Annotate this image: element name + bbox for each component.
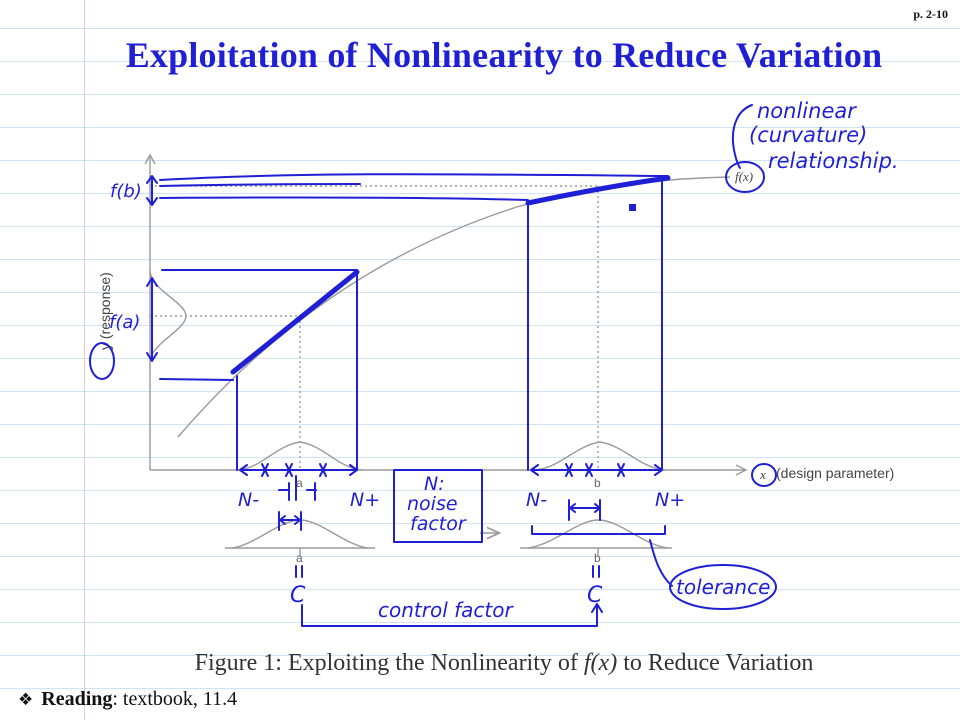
control-factor-label: control factor [378, 598, 514, 622]
tolerance-label: tolerance [676, 575, 770, 599]
slope-segment-b [525, 175, 671, 206]
factor-label: factor [410, 513, 467, 535]
tolerance-pointer [649, 539, 673, 587]
noise-range-arrow-a [239, 463, 358, 477]
y-axis-arrowhead [144, 153, 156, 165]
n-minus-label-b: N- [526, 489, 547, 511]
noise-range-arrow-b [530, 463, 663, 477]
relationship-label: relationship. [768, 149, 899, 173]
noise-label: noise [407, 493, 458, 515]
reading-note: ❖ Reading: textbook, 11.4 [18, 688, 237, 711]
tolerance-width-a [278, 511, 302, 531]
lower-distribution-b [527, 519, 669, 549]
input-distribution-b [534, 441, 666, 471]
n-plus-label-a: N+ [350, 489, 380, 511]
fb-band-mid [159, 183, 361, 187]
n-minus-label-a: N- [238, 489, 259, 511]
curve-label-circle [725, 161, 765, 193]
tolerance-width-b [568, 499, 601, 521]
point-b-label: b [594, 476, 601, 490]
diamond-bullet-icon: ❖ [18, 690, 34, 710]
slope-segment-a [230, 269, 360, 375]
x-axis-symbol: x [759, 467, 766, 482]
c-label-a: C [290, 583, 306, 608]
tolerance-circle [669, 564, 777, 610]
c-label-b: C [587, 583, 603, 608]
reading-label: Reading [41, 688, 113, 710]
point-a-label: a [296, 476, 303, 490]
x-axis-symbol-circle [751, 463, 777, 487]
pen-dot [629, 204, 636, 211]
lower-point-b-label: b [594, 551, 601, 565]
control-factor-bracket [301, 603, 603, 627]
fa-range-arrow [146, 277, 158, 362]
x-axis-arrowhead [735, 464, 748, 476]
tolerance-marker-a [278, 475, 317, 501]
margin-line [84, 0, 85, 720]
input-distribution-a [237, 441, 363, 471]
fa-label: f(a) [109, 312, 140, 333]
noise-n-label: N: [424, 473, 445, 495]
n-plus-label-b: N+ [655, 489, 685, 511]
handwritten-labels: nonlinear (curvature) relationship. f(b)… [109, 99, 899, 622]
fb-band-top [159, 173, 669, 181]
nonlinear-label: nonlinear [757, 99, 857, 123]
fa-range-bottom-line [159, 378, 234, 381]
c-equals-b [592, 565, 600, 578]
noise-factor-box [393, 469, 483, 543]
page-number: p. 2-10 [913, 7, 948, 21]
lower-point-a-label: a [296, 551, 303, 565]
curve-label: f(x) [735, 169, 753, 184]
curvature-label: (curvature) [749, 123, 867, 147]
x-axis-label: (design parameter) [776, 465, 894, 481]
fb-label: f(b) [110, 181, 142, 202]
slide-title: Exploitation of Nonlinearity to Reduce V… [125, 35, 883, 75]
nonlinear-bracket [731, 104, 753, 169]
response-curve [177, 176, 731, 438]
caption-suffix: to Reduce Variation [617, 650, 814, 676]
caption-math: f(x) [583, 650, 618, 676]
caption-prefix: Figure 1: Exploiting the Nonlinearity of [194, 650, 584, 676]
y-axis-symbol-circle [89, 342, 115, 380]
y-axis-label: y (response) [97, 272, 113, 350]
fb-band-bottom [159, 196, 529, 201]
tolerance-bracket [531, 525, 666, 535]
fb-range-arrow [146, 175, 158, 206]
figure-caption: Figure 1: Exploiting the Nonlinearity of… [0, 650, 960, 677]
handwritten-annotations [89, 104, 777, 627]
c-equals-a [295, 565, 303, 578]
reading-text: : textbook, 11.4 [112, 688, 238, 710]
